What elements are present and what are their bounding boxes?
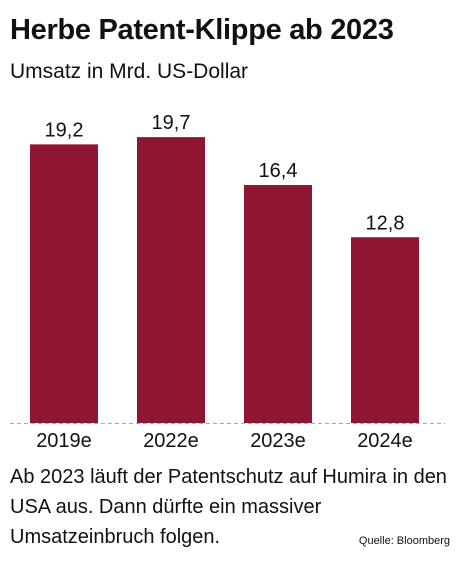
chart-title: Herbe Patent-Klippe ab 2023	[10, 14, 394, 46]
bar-2024e	[351, 237, 419, 423]
bar-2022e	[137, 137, 205, 424]
x-tick-label-2024e: 2024e	[357, 430, 413, 452]
value-label-2022e: 19,7	[152, 112, 191, 134]
bar-2023e	[244, 185, 312, 423]
chart-subtitle: Umsatz in Mrd. US-Dollar	[10, 60, 249, 83]
bar-2019e	[30, 144, 98, 423]
x-tick-label-2019e: 2019e	[36, 430, 92, 452]
source-note: Quelle: Bloomberg	[358, 535, 450, 547]
chart-caption: Ab 2023 läuft der Patentschutz auf Humir…	[10, 466, 447, 548]
value-label-2024e: 12,8	[366, 212, 405, 234]
x-tick-label-2022e: 2022e	[143, 430, 199, 452]
x-tick-label-2023e: 2023e	[250, 430, 306, 452]
bar-chart: 19,2 2019e 19,7 2022e 16,4 2023e 12,8 2024e	[10, 112, 445, 452]
value-label-2019e: 19,2	[45, 119, 84, 141]
value-label-2023e: 16,4	[259, 160, 298, 182]
